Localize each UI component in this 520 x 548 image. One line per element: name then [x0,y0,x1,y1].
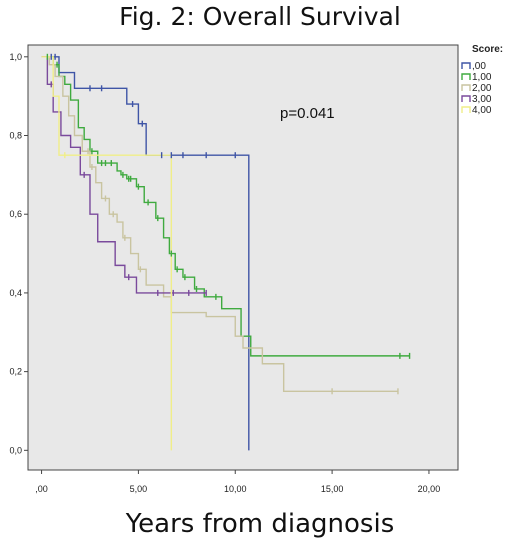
y-tick-label: 0,2 [9,367,22,377]
x-axis: ,00 5,00 10,00 15,00 20,00 [35,470,440,494]
x-tick-label: 20,00 [418,484,441,494]
y-axis: 0,0 0,2 0,4 0,6 0,8 1,0 [9,52,28,455]
x-tick-label: 10,00 [224,484,247,494]
y-tick-label: 0,6 [9,209,22,219]
x-tick-label: ,00 [35,484,48,494]
legend-swatch [461,73,471,80]
legend-label: 1,00 [472,72,492,83]
legend-swatch [461,62,471,69]
censor-marks [46,53,411,395]
y-tick-label: 1,0 [9,52,22,62]
x-tick-label: 5,00 [130,484,148,494]
survival-curve-3 [41,56,207,294]
p-value-annotation: p=0.041 [280,105,335,122]
legend-title: Score: [472,44,503,55]
legend-label: 4,00 [472,105,492,116]
x-tick-label: 15,00 [321,484,344,494]
legend-swatch [461,84,471,91]
legend-label: ,00 [472,61,486,72]
legend-swatch [461,106,471,113]
legend-label: 2,00 [472,83,492,94]
legend: Score: ,001,002,003,004,00 [461,44,503,116]
y-tick-label: 0,4 [9,288,22,298]
survival-curve-2 [41,56,398,392]
y-tick-label: 0,0 [9,445,22,455]
y-tick-label: 0,8 [9,131,22,141]
survival-curve-1 [41,56,410,357]
legend-label: 3,00 [472,94,492,105]
chart-title: Fig. 2: Overall Survival [119,2,401,31]
plot-background [27,44,459,471]
legend-swatch [461,95,471,102]
x-axis-label: Years from diagnosis [125,509,395,539]
